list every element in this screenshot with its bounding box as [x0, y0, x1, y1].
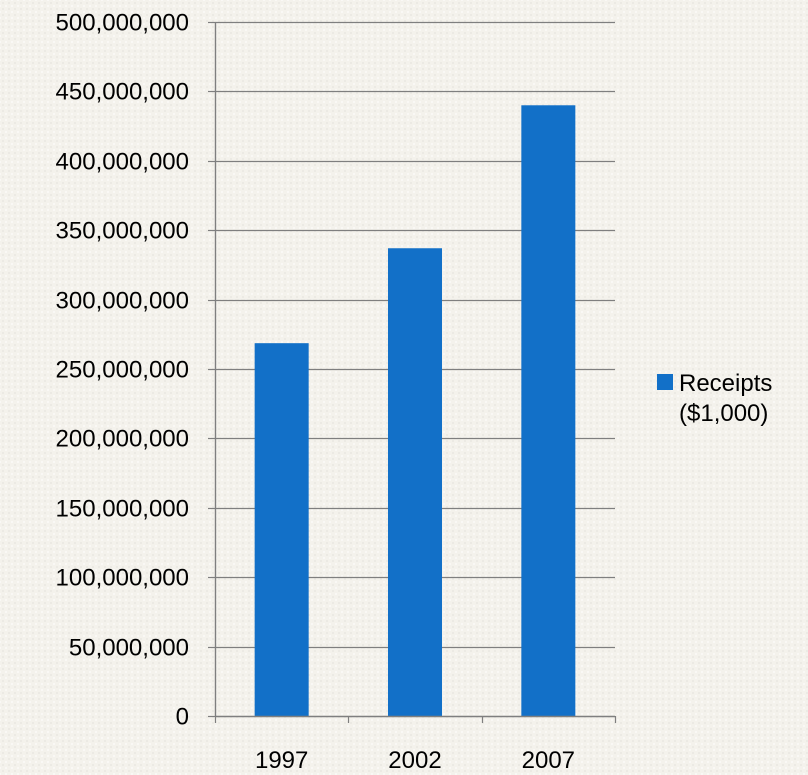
legend-label-line-1: Receipts [679, 370, 772, 397]
axes [208, 21, 617, 723]
x-tick-label: 2007 [522, 747, 575, 774]
y-tick-label: 350,000,000 [56, 218, 189, 245]
y-tick-label: 200,000,000 [56, 426, 189, 453]
y-tick-label: 50,000,000 [69, 635, 189, 662]
y-tick-label: 100,000,000 [56, 565, 189, 592]
bar-1997 [254, 343, 309, 716]
bar-2002 [388, 248, 442, 716]
legend-swatch [657, 374, 673, 390]
y-tick-label: 450,000,000 [56, 79, 189, 106]
legend: Receipts ($1,000) [657, 370, 772, 427]
y-tick-label: 250,000,000 [56, 357, 189, 384]
legend-label-line-2: ($1,000) [679, 400, 768, 427]
y-axis-tick-labels: 0 50,000,000 100,000,000 150,000,000 200,000… [56, 10, 189, 731]
y-tick-label: 0 [176, 704, 189, 731]
bar-2007 [521, 105, 576, 716]
y-tick-label: 400,000,000 [56, 149, 189, 176]
x-tick-label: 2002 [388, 747, 441, 774]
x-axis-tick-labels: 1997 2002 2007 [255, 747, 575, 774]
y-tick-label: 300,000,000 [56, 288, 189, 315]
bars [254, 105, 576, 716]
x-tick-label: 1997 [255, 747, 308, 774]
y-tick-label: 150,000,000 [56, 496, 189, 523]
y-tick-label: 500,000,000 [56, 10, 189, 37]
